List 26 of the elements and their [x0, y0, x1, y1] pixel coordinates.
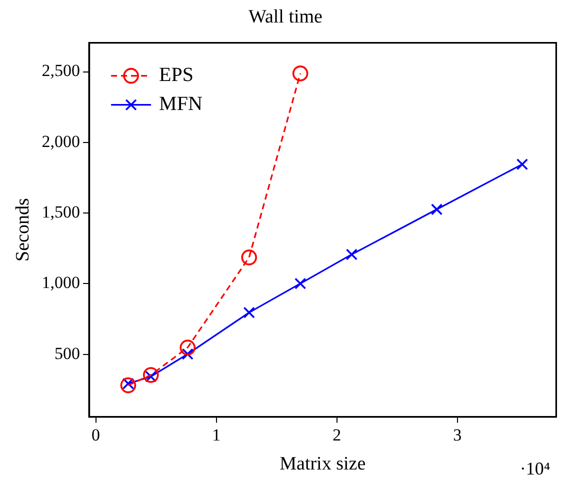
x-tick-label: 0 — [92, 425, 100, 444]
x-tick-label: 2 — [332, 425, 342, 444]
point — [346, 248, 358, 260]
point — [292, 66, 308, 82]
legend-label: EPS — [159, 64, 194, 86]
point — [120, 377, 136, 394]
legend-label: MFN — [159, 93, 202, 116]
point — [243, 306, 255, 318]
y-tick-label: 2,500 — [42, 61, 80, 80]
point — [430, 204, 443, 216]
point — [294, 278, 306, 290]
point — [180, 340, 196, 356]
y-tick-label: 500 — [54, 344, 80, 363]
point — [241, 250, 258, 266]
text: ·10⁴ — [520, 458, 550, 479]
x-tick-label: 1 — [212, 425, 221, 444]
y-tick-label: 1,000 — [42, 273, 80, 292]
y-axis-title: Seconds — [12, 198, 34, 262]
point — [142, 367, 159, 383]
chart-title: Wall time — [248, 6, 322, 28]
point — [516, 158, 528, 170]
y-tick-label: 2,000 — [42, 132, 80, 151]
point — [182, 348, 194, 360]
x-axis-title: Matrix size — [280, 454, 366, 475]
x-tick-label: 3 — [453, 425, 462, 444]
y-tick-label: 1,500 — [42, 202, 80, 222]
